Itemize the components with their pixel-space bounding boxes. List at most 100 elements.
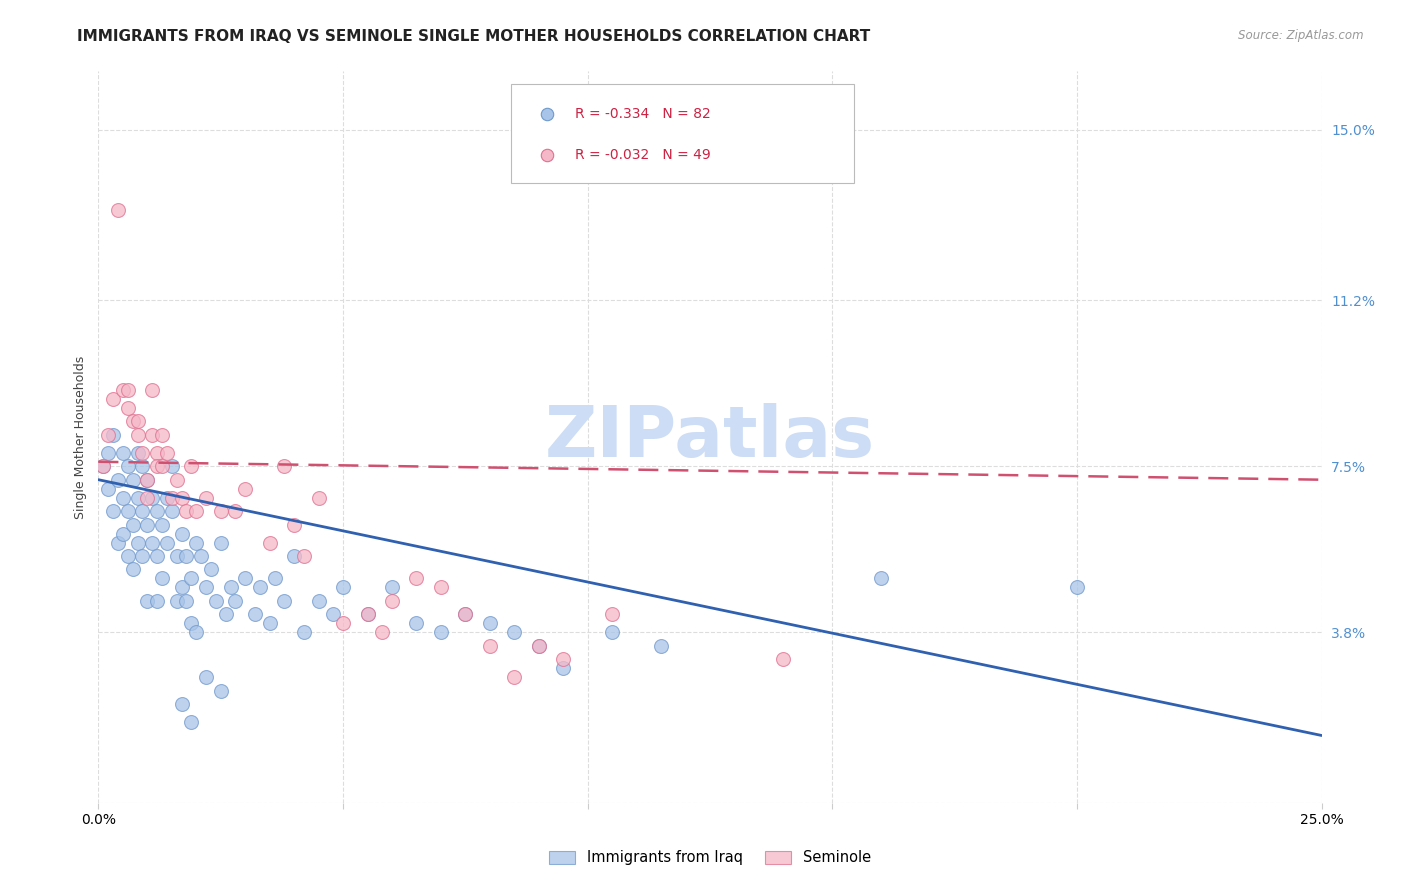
Point [107,473,129,487]
Point [209,504,232,518]
Point [503,670,526,684]
Point [527,639,550,653]
Text: Source: ZipAtlas.com: Source: ZipAtlas.com [1239,29,1364,42]
Point [166,594,188,608]
Point [131,446,153,460]
Point [127,414,149,428]
Point [97,482,120,496]
Point [332,581,354,595]
Point [97,446,120,460]
Point [772,652,794,666]
Point [650,639,672,653]
Point [224,504,246,518]
Point [131,459,153,474]
Point [553,652,575,666]
Legend: Immigrants from Iraq, Seminole: Immigrants from Iraq, Seminole [550,850,870,865]
Point [146,549,169,563]
Point [121,562,143,576]
Point [117,383,139,397]
Point [146,446,169,460]
Point [160,504,183,518]
Point [186,535,208,549]
Text: R = -0.334   N = 82: R = -0.334 N = 82 [575,107,711,121]
Point [117,549,139,563]
Point [186,625,208,640]
Point [166,549,188,563]
Point [356,607,378,622]
Point [176,549,198,563]
Point [527,639,550,653]
Point [156,535,179,549]
Point [186,504,208,518]
Point [600,625,623,640]
Point [170,697,193,711]
Point [150,427,173,442]
Point [127,427,149,442]
FancyBboxPatch shape [510,84,855,183]
Point [141,383,163,397]
Point [141,535,163,549]
Point [127,535,149,549]
Point [195,581,218,595]
Point [273,459,295,474]
Point [107,203,129,218]
Point [219,581,242,595]
Point [160,459,183,474]
Point [117,401,139,415]
Point [356,607,378,622]
Point [141,491,163,505]
Point [136,473,159,487]
Point [214,607,236,622]
Point [101,392,124,406]
Point [224,594,246,608]
Point [283,549,305,563]
Point [430,625,453,640]
Point [322,607,344,622]
Point [405,571,427,585]
Point [249,581,271,595]
Point [170,491,193,505]
Y-axis label: Single Mother Households: Single Mother Households [75,355,87,519]
Text: ZIPatlas: ZIPatlas [546,402,875,472]
Point [308,594,330,608]
Point [111,446,134,460]
Point [170,581,193,595]
Point [136,594,159,608]
Point [170,526,193,541]
Point [454,607,477,622]
Point [259,535,281,549]
Point [136,491,159,505]
Point [553,661,575,675]
Point [292,625,315,640]
Point [121,414,143,428]
Point [381,594,404,608]
Point [190,549,212,563]
Point [121,473,143,487]
Text: R = -0.032   N = 49: R = -0.032 N = 49 [575,148,711,162]
Point [283,517,305,532]
Point [146,504,169,518]
Point [150,517,173,532]
Point [101,427,124,442]
Point [101,504,124,518]
Point [205,594,228,608]
Point [308,491,330,505]
Point [156,491,179,505]
Point [146,459,169,474]
Point [160,491,183,505]
Point [91,459,114,474]
Point [166,473,188,487]
Point [127,491,149,505]
Point [263,571,285,585]
Point [136,517,159,532]
Point [150,459,173,474]
Point [121,517,143,532]
Point [273,594,295,608]
Point [195,670,218,684]
Point [209,535,232,549]
Point [131,549,153,563]
Point [243,607,266,622]
Point [111,383,134,397]
Point [259,616,281,631]
Point [503,625,526,640]
